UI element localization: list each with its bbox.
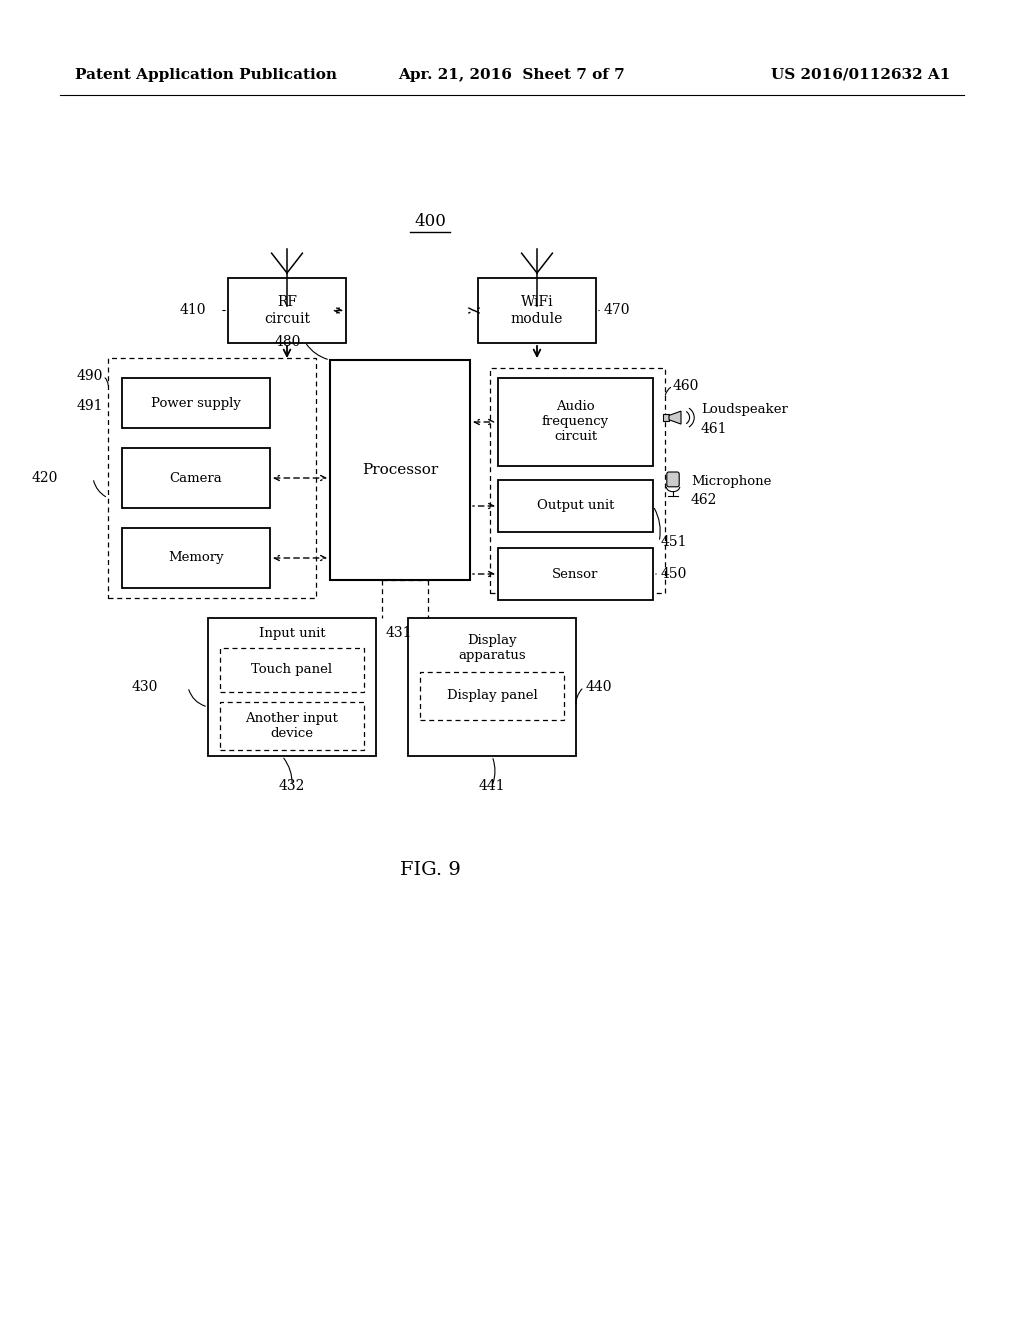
Bar [122, 447, 270, 508]
Bar [228, 279, 346, 343]
Bar [498, 480, 653, 532]
Text: 462: 462 [691, 492, 718, 507]
Text: Input unit: Input unit [259, 627, 326, 640]
Bar [122, 528, 270, 587]
Bar [498, 378, 653, 466]
Text: Power supply: Power supply [152, 396, 241, 409]
Text: 441: 441 [478, 779, 505, 793]
Text: Display panel: Display panel [446, 689, 538, 702]
Text: 440: 440 [586, 680, 612, 694]
Bar [663, 414, 669, 421]
Text: 410: 410 [180, 304, 207, 318]
Bar [420, 672, 564, 719]
Text: Another input
device: Another input device [246, 711, 339, 741]
Text: WiFi
module: WiFi module [511, 296, 563, 326]
Text: 420: 420 [32, 471, 58, 484]
Text: Audio
frequency
circuit: Audio frequency circuit [542, 400, 609, 444]
Text: Touch panel: Touch panel [252, 664, 333, 676]
Text: Camera: Camera [170, 471, 222, 484]
Bar [220, 648, 364, 692]
Text: 430: 430 [132, 680, 158, 694]
Text: Sensor: Sensor [552, 568, 599, 581]
Text: Processor: Processor [361, 463, 438, 477]
Text: 400: 400 [414, 213, 445, 230]
Text: US 2016/0112632 A1: US 2016/0112632 A1 [771, 69, 950, 82]
Text: 431: 431 [386, 626, 413, 640]
Bar [408, 618, 575, 756]
Text: 450: 450 [662, 568, 687, 581]
Bar [498, 548, 653, 601]
Text: 480: 480 [275, 335, 301, 348]
Text: 490: 490 [77, 370, 103, 383]
Polygon shape [669, 411, 681, 424]
Text: Patent Application Publication: Patent Application Publication [75, 69, 337, 82]
Text: 460: 460 [673, 379, 699, 393]
Text: FIG. 9: FIG. 9 [399, 861, 461, 879]
Bar [122, 378, 270, 428]
Bar [330, 360, 470, 579]
Bar [478, 279, 596, 343]
Bar [108, 358, 316, 598]
Text: RF
circuit: RF circuit [264, 296, 310, 326]
Bar [490, 368, 665, 593]
Text: 491: 491 [77, 399, 103, 413]
Text: Output unit: Output unit [537, 499, 614, 512]
Text: Loudspeaker: Loudspeaker [701, 403, 787, 416]
Text: 432: 432 [279, 779, 305, 793]
Text: 470: 470 [604, 304, 631, 318]
Text: Display
apparatus: Display apparatus [458, 634, 525, 663]
Text: 451: 451 [662, 535, 687, 549]
Text: Apr. 21, 2016  Sheet 7 of 7: Apr. 21, 2016 Sheet 7 of 7 [398, 69, 626, 82]
Text: 461: 461 [701, 422, 727, 436]
FancyBboxPatch shape [667, 473, 679, 487]
Text: Microphone: Microphone [691, 475, 771, 488]
Bar [220, 702, 364, 750]
Bar [208, 618, 376, 756]
Text: Memory: Memory [168, 552, 224, 565]
